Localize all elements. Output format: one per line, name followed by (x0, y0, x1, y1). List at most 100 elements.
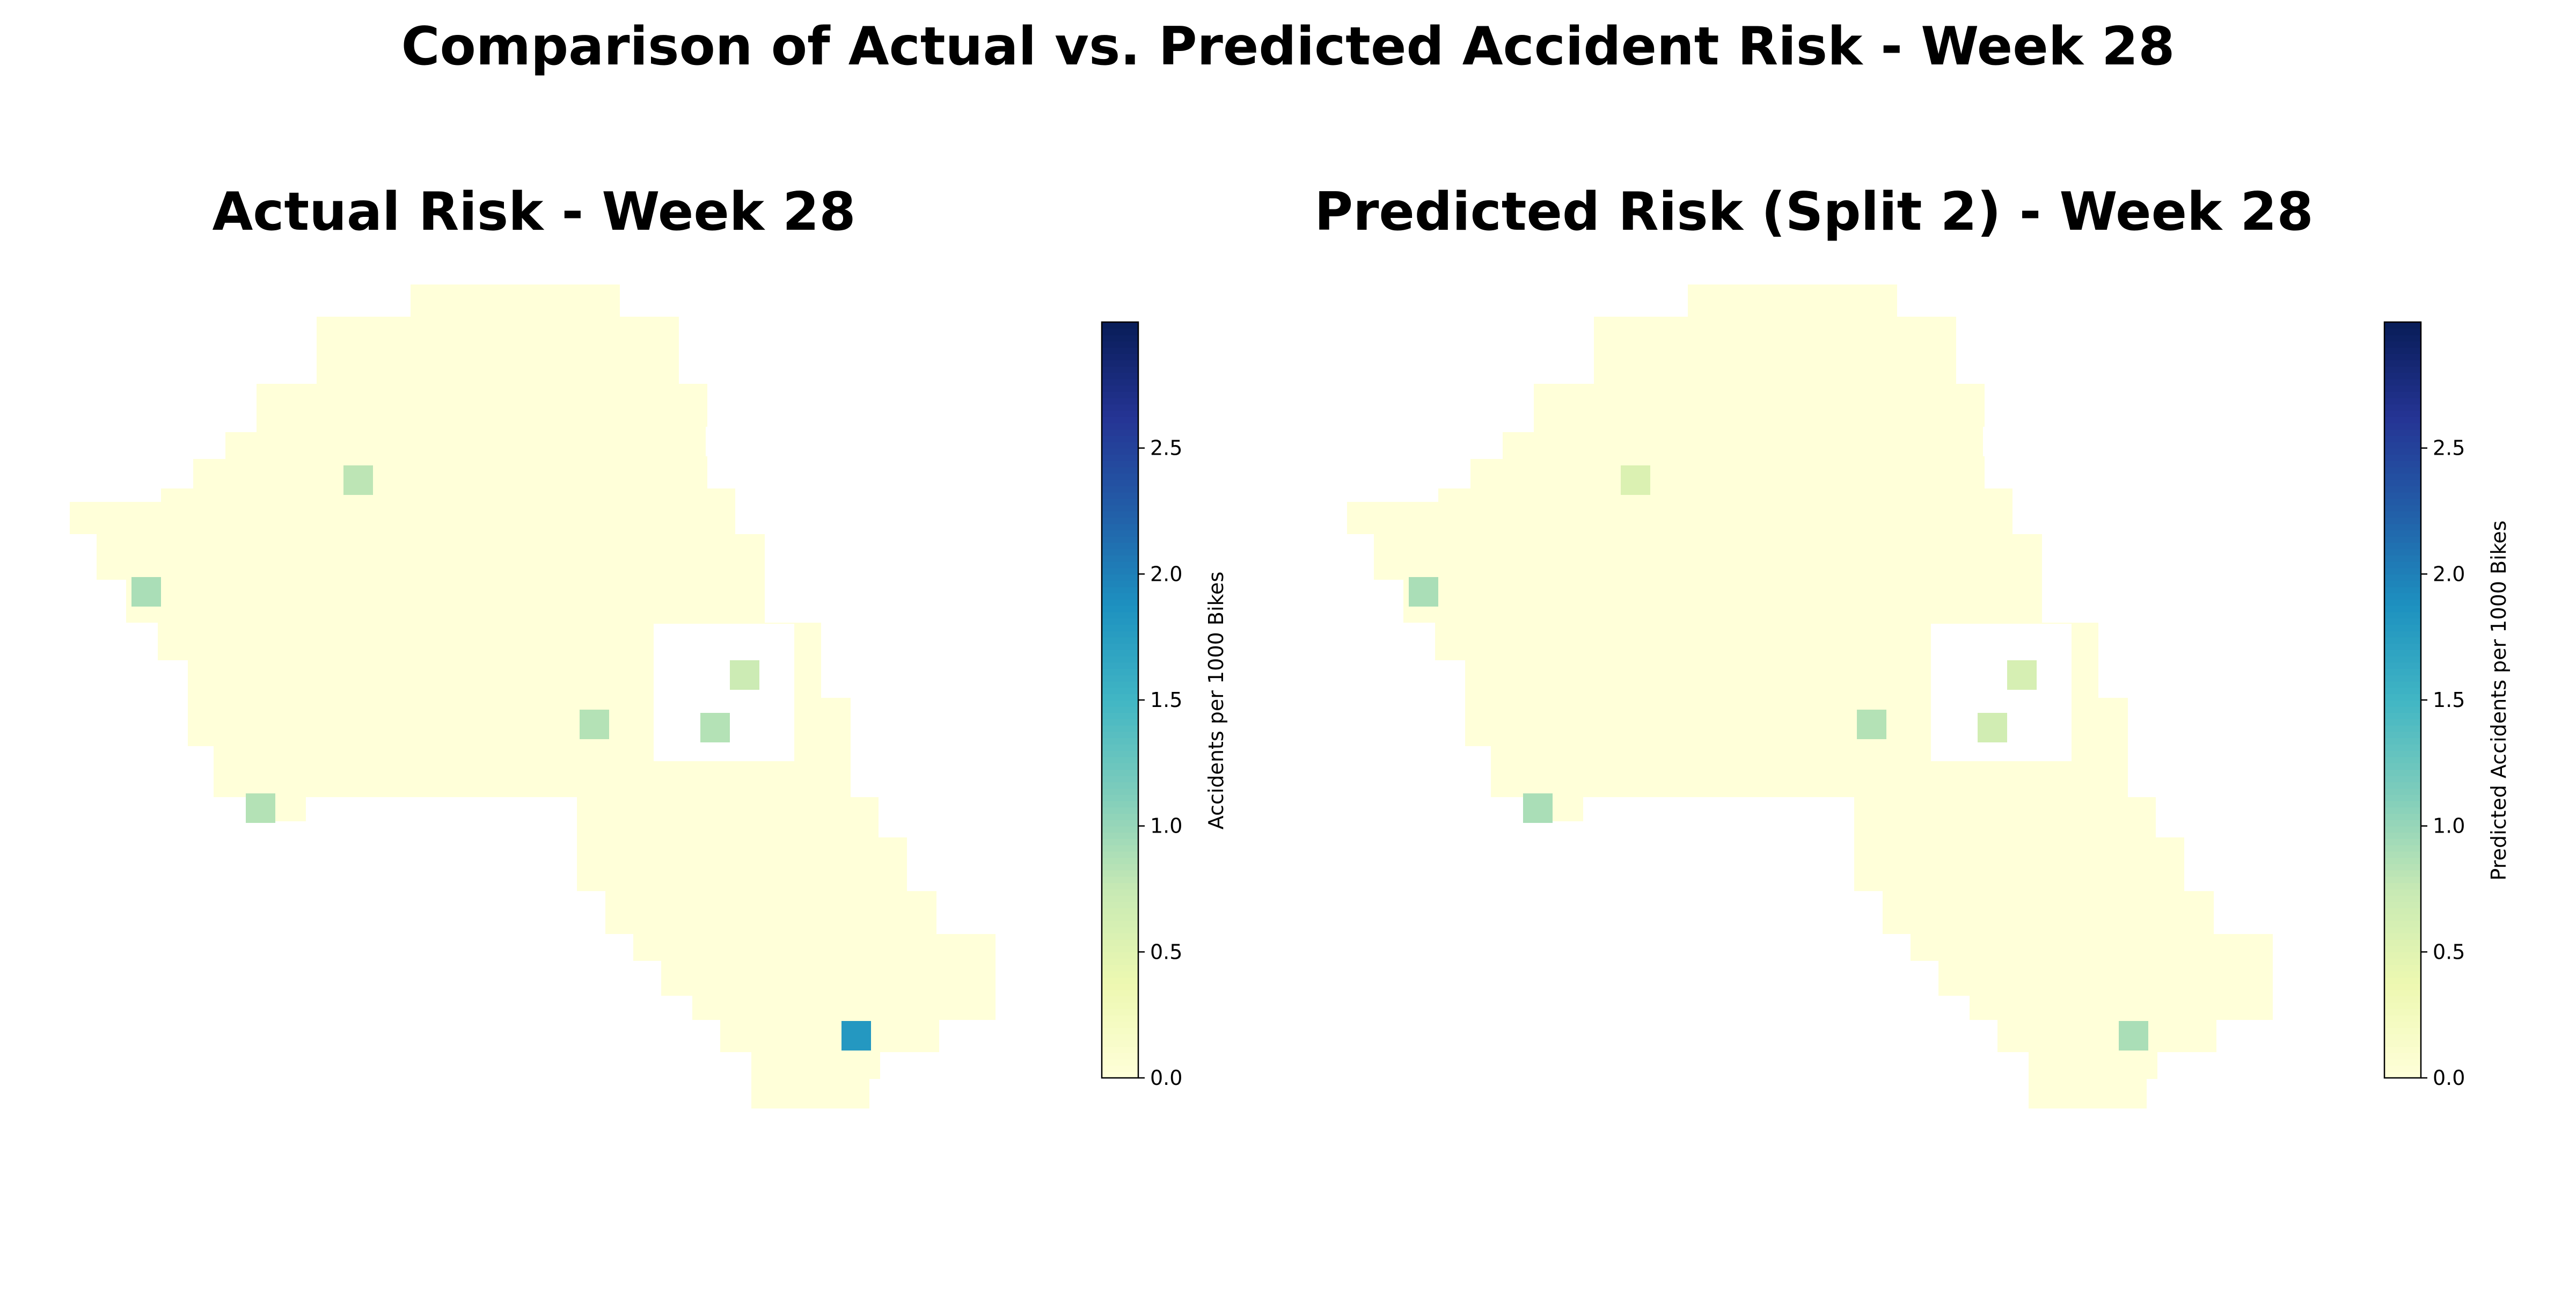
region-cell-band (751, 1052, 880, 1079)
colorbar-segment (1102, 775, 1138, 783)
colorbar-segment (2384, 435, 2421, 442)
colorbar-segment (1102, 611, 1138, 619)
colorbar-segment (1102, 353, 1138, 361)
colorbar-segment (1102, 838, 1138, 845)
colorbar-segment (2384, 341, 2421, 348)
region-cell-band (751, 1079, 869, 1108)
colorbar-segment (1102, 448, 1138, 455)
colorbar-segment (1102, 788, 1138, 795)
colorbar-segment (1102, 593, 1138, 600)
colorbar-segment (1102, 397, 1138, 405)
colorbar-segment (2384, 1046, 2421, 1053)
colorbar-segment (1102, 1046, 1138, 1053)
colorbar-segment (2384, 807, 2421, 814)
colorbar-segment (1102, 1059, 1138, 1066)
colorbar-segment (2384, 668, 2421, 675)
colorbar-segment (1102, 586, 1138, 594)
colorbar-segment (2384, 977, 2421, 984)
colorbar-segment (1102, 782, 1138, 789)
colorbar-tick-label: 2.0 (2433, 562, 2465, 586)
colorbar-segment (1102, 681, 1138, 688)
colorbar-segment (2384, 505, 2421, 512)
actual-colorbar: 0.0 0.5 1.0 1.5 2.0 2.5 (1101, 321, 1182, 1090)
colorbar-segment (1102, 819, 1138, 827)
colorbar-segment (2384, 895, 2421, 902)
colorbar-segment (1102, 876, 1138, 884)
colorbar-segment (2384, 738, 2421, 745)
colorbar-segment (2384, 889, 2421, 896)
colorbar-segment (2384, 466, 2421, 474)
colorbar-segment (2384, 511, 2421, 518)
colorbar-segment (2384, 933, 2421, 940)
colorbar-segment (2384, 662, 2421, 669)
colorbar-segment (1102, 378, 1138, 386)
colorbar-segment (1102, 769, 1138, 776)
risk-cell (1409, 577, 1438, 607)
colorbar-segment (2384, 964, 2421, 972)
predicted-colorbar-label: Predicted Accidents per 1000 Bikes (2487, 521, 2511, 881)
colorbar-segment (1102, 794, 1138, 801)
colorbar-segment (2384, 492, 2421, 499)
colorbar-segment (2384, 542, 2421, 550)
colorbar-segment (1102, 996, 1138, 1003)
colorbar-segment (2384, 461, 2421, 468)
colorbar-segment (2384, 914, 2421, 921)
risk-cell (1621, 465, 1650, 495)
colorbar-segment (2384, 441, 2421, 449)
colorbar-tick-label: 1.0 (1150, 814, 1182, 838)
colorbar-segment (2384, 473, 2421, 480)
colorbar-segment (1102, 523, 1138, 530)
colorbar-segment (2384, 826, 2421, 833)
risk-cell (1978, 713, 2007, 742)
region-cell-band (1347, 502, 2012, 534)
colorbar-segment (2384, 775, 2421, 783)
colorbar-segment (1102, 800, 1138, 808)
region-cell-band (1594, 317, 1956, 384)
colorbar-segment (2384, 366, 2421, 373)
colorbar-segment (2384, 479, 2421, 486)
colorbar-segment (1102, 441, 1138, 449)
colorbar-segment (2384, 1008, 2421, 1016)
region-cell-band (126, 580, 765, 623)
colorbar-segment (2384, 927, 2421, 933)
region-cell-band (577, 768, 851, 797)
risk-cell (1523, 793, 1553, 823)
risk-cell (2119, 1021, 2148, 1051)
region-cell-band (2029, 1079, 2147, 1108)
colorbar-segment (1102, 561, 1138, 568)
colorbar-segment (1102, 505, 1138, 512)
colorbar-segment (1102, 958, 1138, 965)
colorbar-segment (2384, 763, 2421, 770)
colorbar-segment (2384, 322, 2421, 329)
colorbar-segment (1102, 542, 1138, 550)
predicted-risk-heatmap (1347, 285, 2273, 1108)
colorbar-segment (1102, 756, 1138, 764)
colorbar-segment (2384, 989, 2421, 997)
colorbar-segment (2384, 731, 2421, 739)
colorbar-segment (1102, 391, 1138, 398)
colorbar-segment (2384, 378, 2421, 386)
colorbar-segment (1102, 813, 1138, 820)
region-cell-band (1883, 891, 2214, 934)
colorbar-segment (2384, 1027, 2421, 1034)
colorbar-segment (2384, 586, 2421, 594)
colorbar-segment (1102, 466, 1138, 474)
colorbar-segment (1102, 857, 1138, 864)
actual-colorbar-label: Accidents per 1000 Bikes (1204, 572, 1228, 829)
colorbar-segment (1102, 914, 1138, 921)
colorbar-segment (1102, 870, 1138, 877)
region-cell-band (317, 317, 679, 384)
colorbar-segment (2384, 819, 2421, 827)
colorbar-segment (1102, 429, 1138, 436)
colorbar-tick-label: 2.5 (1150, 436, 1182, 460)
risk-cell (700, 713, 730, 742)
colorbar-segment (1102, 580, 1138, 587)
risk-cell (246, 793, 275, 823)
colorbar-segment (2384, 838, 2421, 845)
colorbar-segment (1102, 712, 1138, 719)
region-cell-band (1854, 768, 2128, 797)
region-cell-band (605, 891, 936, 934)
region-cell-band (1470, 459, 1985, 488)
colorbar-segment (1102, 668, 1138, 675)
